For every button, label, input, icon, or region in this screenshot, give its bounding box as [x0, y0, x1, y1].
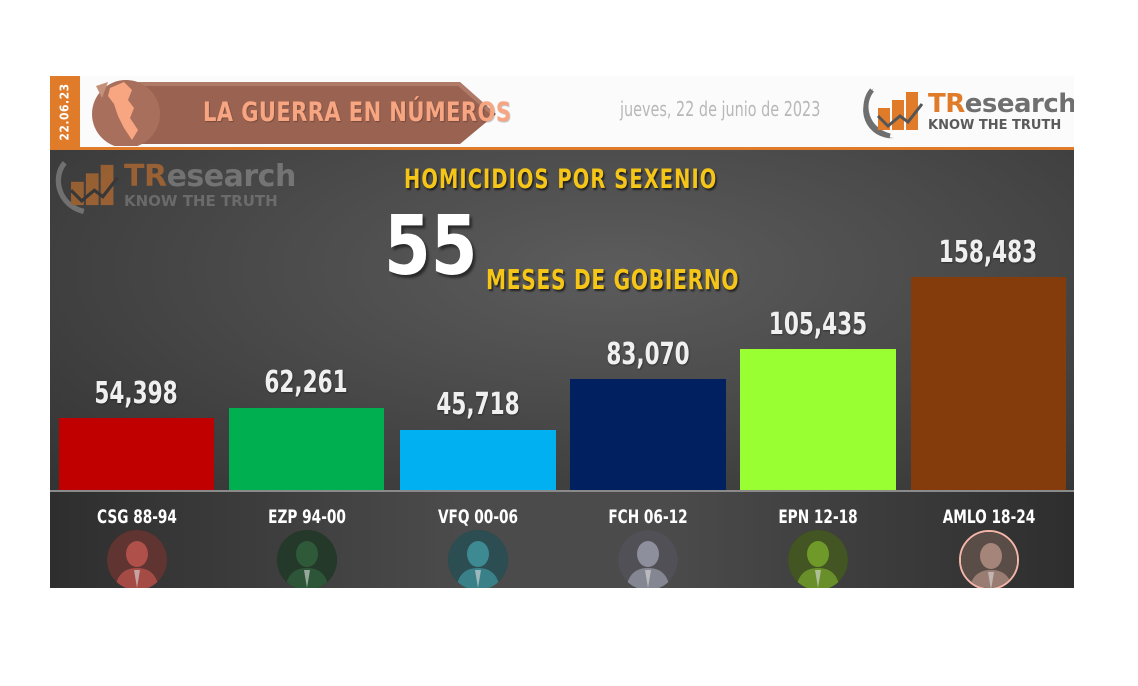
president-photo-avatar [107, 530, 167, 588]
date-tab: 22.06.23 [50, 76, 80, 148]
date-tab-text: 22.06.23 [58, 83, 72, 141]
president-photo-avatar [618, 530, 678, 588]
president-epn: EPN 12-18 [740, 492, 896, 588]
president-label: EPN 12-18 [778, 506, 858, 528]
logo-brand: TResearch [928, 88, 1074, 119]
president-strip: CSG 88-94 EZP 94-00 VFQ 00-06 FCH 06-12 … [50, 492, 1074, 588]
map-pin-icon [96, 82, 108, 98]
header-band: 22.06.23 LA GUERRA EN NÚMEROS jueves, 22… [50, 76, 1074, 150]
bar-value-fch: 83,070 [606, 337, 690, 372]
president-label: EZP 94-00 [268, 506, 346, 528]
president-photo-avatar [448, 530, 508, 588]
banner-arrow-shape [92, 80, 496, 148]
watermark-logo: TResearch KNOW THE TRUTH [52, 154, 296, 216]
bar-chart-area: TResearch KNOW THE TRUTH HOMICIDIOS POR … [50, 150, 1074, 492]
watermark-chart-logo-icon [55, 161, 119, 215]
bar-value-ezp: 62,261 [264, 365, 348, 400]
president-ezp: EZP 94-00 [229, 492, 385, 588]
bar-epn [740, 349, 896, 492]
date-text: jueves, 22 de junio de 2023 [620, 97, 821, 121]
tresearch-chart-logo-icon [863, 88, 924, 139]
bar-fch [570, 379, 726, 492]
president-csg: CSG 88-94 [59, 492, 215, 588]
months-label: MESES DE GOBIERNO [486, 263, 740, 296]
president-amlo: AMLO 18-24 [911, 492, 1067, 588]
bar-csg [59, 418, 214, 492]
months-count: 55 [384, 199, 478, 294]
president-label: VFQ 00-06 [437, 506, 519, 528]
president-label: FCH 06-12 [608, 506, 688, 528]
chart-title: HOMICIDIOS POR SEXENIO [404, 164, 718, 195]
president-label: CSG 88-94 [97, 506, 177, 528]
section-banner: LA GUERRA EN NÚMEROS [88, 78, 511, 148]
watermark-tagline: KNOW THE TRUTH [124, 191, 278, 210]
tresearch-logo: TResearch KNOW THE TRUTH [860, 82, 1074, 140]
header-divider [50, 147, 1074, 150]
bar-value-vfq: 45,718 [436, 387, 520, 422]
president-photo-avatar [277, 530, 337, 588]
president-photo-avatar [788, 530, 848, 588]
president-label: AMLO 18-24 [942, 506, 1036, 528]
bar-value-csg: 54,398 [94, 376, 178, 411]
mexico-map-icon [108, 82, 138, 140]
watermark-brand: TResearch [124, 158, 296, 194]
bar-vfq [400, 430, 556, 492]
banner-title: LA GUERRA EN NÚMEROS [203, 97, 512, 128]
bar-value-epn: 105,435 [768, 307, 868, 342]
president-fch: FCH 06-12 [570, 492, 726, 588]
president-vfq: VFQ 00-06 [400, 492, 556, 588]
chart-baseline [50, 490, 1074, 492]
logo-tagline: KNOW THE TRUTH [928, 117, 1062, 133]
infographic-card: 22.06.23 LA GUERRA EN NÚMEROS jueves, 22… [50, 76, 1074, 588]
bar-ezp [229, 408, 384, 492]
president-photo-avatar [959, 530, 1019, 588]
bar-amlo [911, 277, 1066, 492]
bar-value-amlo: 158,483 [938, 235, 1038, 270]
